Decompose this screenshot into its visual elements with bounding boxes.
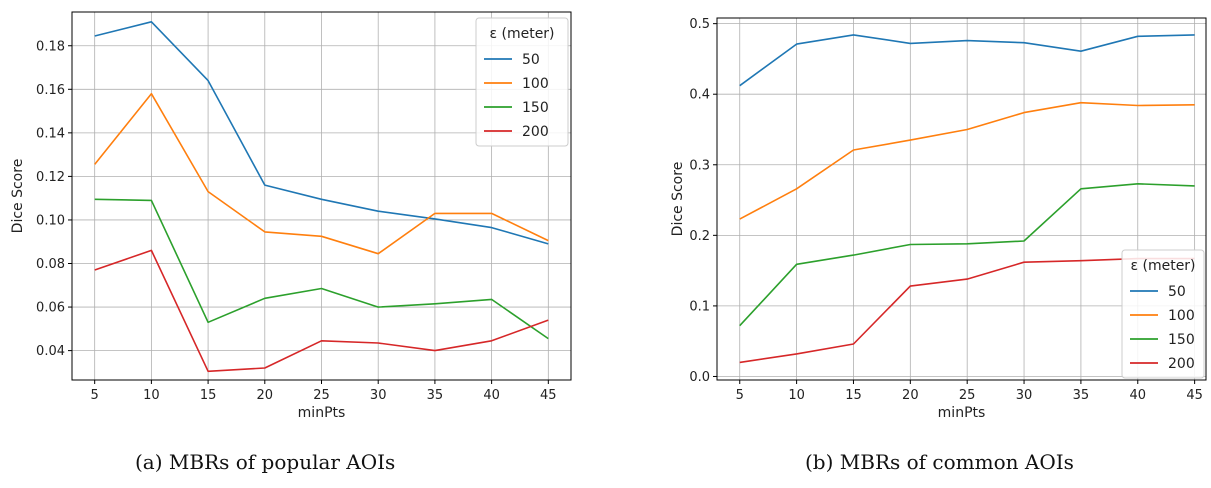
x-tick-label: 30	[1016, 388, 1033, 403]
caption-a: (a) MBRs of popular AOIs	[135, 450, 396, 474]
y-tick-label: 0.08	[36, 257, 65, 272]
y-tick-label: 0.3	[689, 158, 710, 173]
caption-b: (b) MBRs of common AOIs	[805, 450, 1074, 474]
x-tick-label: 40	[1129, 388, 1146, 403]
x-tick-label: 10	[788, 388, 805, 403]
legend: ε (meter) 50 100 150 200	[475, 17, 569, 147]
series-line-50	[739, 34, 1195, 87]
x-tick-label: 25	[313, 388, 330, 403]
legend-box	[475, 17, 569, 147]
series-line-100	[739, 101, 1195, 220]
x-tick-label: 15	[200, 388, 217, 403]
y-axis-label: Dice Score	[670, 162, 686, 237]
legend-label-100: 100	[522, 76, 549, 92]
x-tick-label: 35	[427, 388, 444, 403]
y-tick-label: 0.4	[689, 88, 710, 103]
x-tick-label: 5	[736, 388, 744, 403]
legend-label-200: 200	[522, 124, 549, 140]
legend-label-150: 150	[522, 100, 549, 116]
legend-label-50: 50	[1168, 284, 1186, 300]
y-tick-label: 0.10	[36, 213, 65, 228]
legend-label-200: 200	[1168, 356, 1195, 372]
x-axis-label: minPts	[938, 405, 986, 421]
y-tick-label: 0.04	[36, 344, 65, 359]
y-tick-label: 0.16	[36, 83, 65, 98]
series-line-200	[739, 257, 1195, 364]
legend-title: ε (meter)	[489, 26, 554, 42]
legend-label-100: 100	[1168, 308, 1195, 324]
series-line-50	[94, 20, 549, 245]
y-tick-label: 0.1	[689, 299, 710, 314]
chart-a: 5 10 15 20 25 30 35 40 45 0.04 0.06 0.08 0.10 0.12 0.1…	[10, 11, 572, 421]
x-tick-label: 5	[91, 388, 99, 403]
series-line-150	[94, 198, 549, 340]
chart-b: 5 10 15 20 25 30 35 40 45 0.0 0.1 0.2 0.3 0.4 0.5 minPt…	[670, 17, 1207, 421]
legend-label-150: 150	[1168, 332, 1195, 348]
x-tick-label: 35	[1073, 388, 1090, 403]
series-line-200	[94, 249, 549, 373]
x-tick-label: 45	[1186, 388, 1203, 403]
series-line-150	[739, 183, 1195, 327]
y-tick-label: 0.2	[689, 229, 710, 244]
legend-title: ε (meter)	[1130, 258, 1195, 274]
legend-label-50: 50	[522, 52, 540, 68]
y-tick-label: 0.12	[36, 170, 65, 185]
y-tick-label: 0.5	[689, 17, 710, 32]
x-tick-label: 40	[483, 388, 500, 403]
y-tick-label: 0.06	[36, 301, 65, 316]
x-tick-label: 10	[143, 388, 160, 403]
y-tick-label: 0.0	[689, 370, 710, 385]
legend: ε (meter) 50 100 150 200	[1121, 249, 1205, 379]
x-tick-label: 20	[257, 388, 274, 403]
y-tick-label: 0.14	[36, 126, 65, 141]
x-tick-label: 20	[902, 388, 919, 403]
x-tick-label: 45	[540, 388, 557, 403]
series-line-100	[94, 92, 549, 255]
legend-box	[1121, 249, 1205, 379]
x-tick-label: 30	[370, 388, 387, 403]
x-tick-label: 15	[845, 388, 862, 403]
x-axis-label: minPts	[298, 405, 346, 421]
y-axis-label: Dice Score	[10, 159, 26, 234]
plot-frame	[716, 17, 1207, 381]
x-tick-label: 25	[959, 388, 976, 403]
y-tick-label: 0.18	[36, 39, 65, 54]
